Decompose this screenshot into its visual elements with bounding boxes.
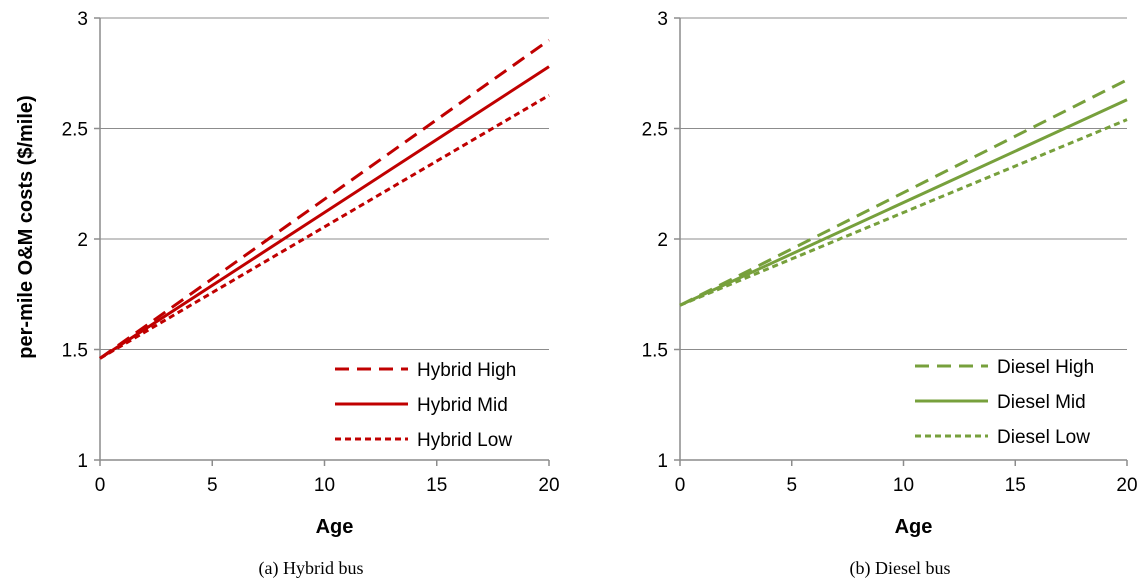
y-tick-label: 3	[657, 9, 668, 30]
legend-label: Diesel Low	[997, 427, 1090, 448]
y-tick-label: 2.5	[642, 120, 668, 141]
y-tick-label: 2.5	[62, 120, 88, 141]
y-tick-label: 1.5	[62, 341, 88, 362]
y-tick-label: 2	[657, 230, 668, 251]
x-tick-label: 0	[675, 475, 686, 496]
panel-diesel-bus: 1 1.5 2 2.5 3 0 5 10 15 20 Age Diesel High Diesel Mi…	[642, 9, 1138, 579]
x-tick-label: 5	[786, 475, 797, 496]
series-line-hybrid-mid	[99, 65, 550, 360]
legend-label: Hybrid Low	[417, 430, 512, 451]
legend-label: Diesel Mid	[997, 392, 1086, 413]
x-tick-label: 0	[95, 475, 106, 496]
y-tick-label: 3	[77, 9, 88, 30]
x-tick-label: 20	[538, 475, 559, 496]
y-tick-label: 2	[77, 230, 88, 251]
y-tick-label: 1.5	[642, 341, 668, 362]
x-axis-title: Age	[895, 516, 933, 538]
y-tick-label: 1	[77, 451, 88, 472]
legend: Hybrid High Hybrid Mid Hybrid Low	[335, 360, 516, 451]
x-tick-label: 10	[893, 475, 914, 496]
panel-caption: (b) Diesel bus	[850, 558, 951, 579]
x-tick-label: 5	[207, 475, 218, 496]
x-tick-label: 20	[1116, 475, 1137, 496]
x-tick-label: 15	[1005, 475, 1026, 496]
legend: Diesel High Diesel Mid Diesel Low	[915, 357, 1094, 448]
series-line-diesel-high	[679, 78, 1128, 307]
series-line-hybrid-high	[99, 38, 550, 360]
legend-label: Diesel High	[997, 357, 1094, 378]
legend-label: Hybrid Mid	[417, 395, 508, 416]
panel-hybrid-bus: 1 1.5 2 2.5 3 0 5 10 15 20 Age per-mile O&M costs (…	[15, 9, 560, 579]
x-tick-label: 15	[426, 475, 447, 496]
y-tick-label: 1	[657, 451, 668, 472]
y-axis-title: per-mile O&M costs ($/mile)	[15, 95, 37, 358]
series-line-diesel-mid	[679, 98, 1128, 307]
x-axis-title: Age	[316, 516, 354, 538]
legend-label: Hybrid High	[417, 360, 516, 381]
series-line-diesel-low	[679, 118, 1128, 307]
x-tick-label: 10	[314, 475, 335, 496]
panel-caption: (a) Hybrid bus	[259, 558, 364, 579]
series-line-hybrid-low	[99, 94, 550, 360]
